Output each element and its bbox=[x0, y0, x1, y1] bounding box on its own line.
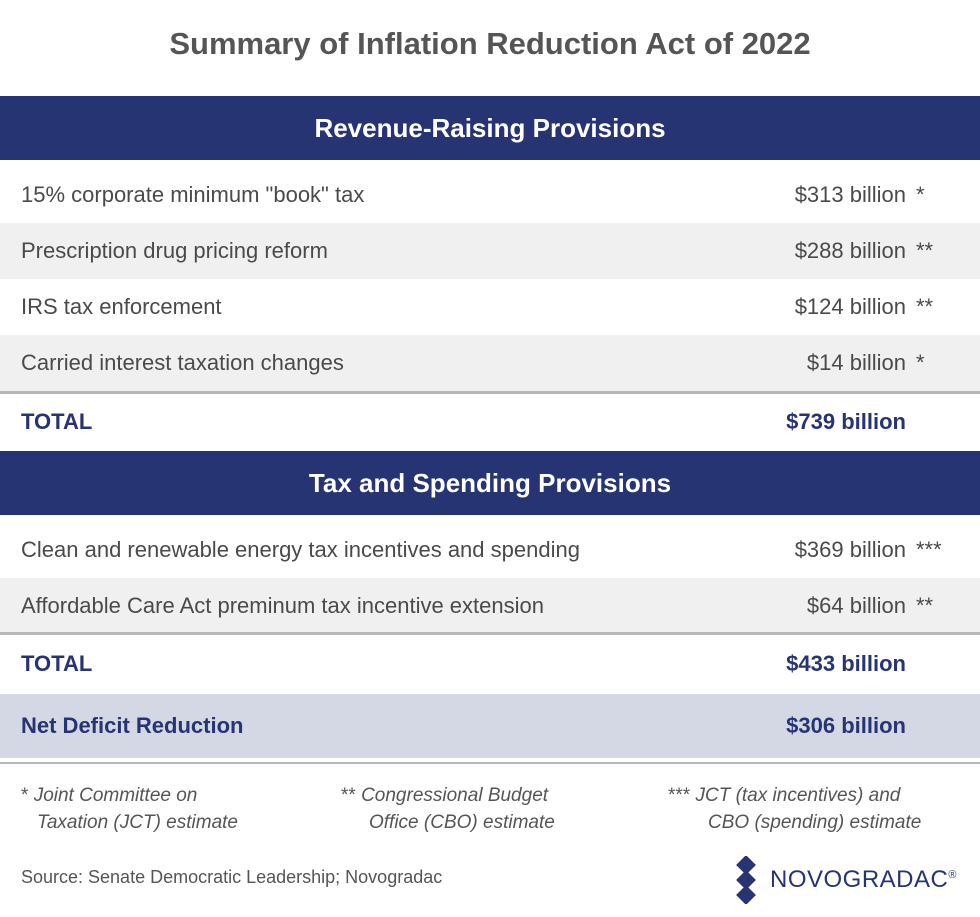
provision-label: 15% corporate minimum "book" tax bbox=[21, 182, 365, 207]
table-row: Carried interest taxation changes $14 bi… bbox=[0, 335, 980, 391]
spending-total-row: TOTAL $433 billion bbox=[0, 636, 980, 692]
footnote-text: Congressional Budget bbox=[361, 785, 549, 806]
table-row: Affordable Care Act preminum tax incenti… bbox=[0, 578, 980, 634]
provision-amount: $64 billion bbox=[806, 593, 906, 618]
net-amount: $306 billion bbox=[786, 713, 906, 738]
divider bbox=[0, 762, 980, 764]
provision-label: Affordable Care Act preminum tax incenti… bbox=[21, 593, 544, 618]
footnote-cbo: ** Congressional Budget Office (CBO) est… bbox=[341, 782, 621, 836]
table-row: 15% corporate minimum "book" tax $313 bi… bbox=[0, 167, 980, 223]
diamond-logo-icon bbox=[736, 856, 756, 904]
footnote-mark: ** bbox=[341, 785, 356, 806]
provision-label: Clean and renewable energy tax incentive… bbox=[21, 537, 580, 562]
footnote-mark: *** bbox=[668, 785, 691, 806]
footnote-jct-cbo: *** JCT (tax incentives) and CBO (spendi… bbox=[668, 782, 968, 836]
provision-label: Carried interest taxation changes bbox=[21, 350, 344, 375]
source-note: Source: Senate Democratic Leadership; No… bbox=[21, 867, 443, 887]
divider bbox=[0, 632, 980, 635]
total-amount: $739 billion bbox=[786, 409, 906, 434]
footnote-marker: *** bbox=[916, 537, 942, 562]
footnote-marker: * bbox=[916, 350, 925, 375]
footnote-text: JCT (tax incentives) and bbox=[695, 785, 901, 806]
provision-amount: $313 billion bbox=[794, 182, 906, 207]
novogradac-logo: NOVOGRADAC® bbox=[728, 856, 957, 904]
page-title: Summary of Inflation Reduction Act of 20… bbox=[169, 26, 811, 61]
provision-amount: $14 billion bbox=[806, 350, 906, 375]
footnote-jct: * Joint Committee on Taxation (JCT) esti… bbox=[21, 782, 311, 836]
provision-amount: $124 billion bbox=[794, 294, 906, 319]
footnote-mark: * bbox=[21, 785, 29, 806]
provision-amount: $288 billion bbox=[794, 238, 906, 263]
provision-label: IRS tax enforcement bbox=[21, 294, 222, 319]
footnote-text: Office (CBO) estimate bbox=[369, 812, 555, 833]
provision-label: Prescription drug pricing reform bbox=[21, 238, 328, 263]
footnote-marker: ** bbox=[916, 593, 934, 618]
total-label: TOTAL bbox=[21, 651, 93, 676]
footnote-text: Taxation (JCT) estimate bbox=[37, 812, 238, 833]
net-deficit-row: Net Deficit Reduction $306 billion bbox=[0, 694, 980, 758]
total-label: TOTAL bbox=[21, 409, 93, 434]
footnote-text: Joint Committee on bbox=[33, 785, 198, 806]
table-row: IRS tax enforcement $124 billion ** bbox=[0, 279, 980, 335]
total-amount: $433 billion bbox=[786, 651, 906, 676]
provision-amount: $369 billion bbox=[794, 537, 906, 562]
revenue-total-row: TOTAL $739 billion bbox=[0, 394, 980, 450]
table-row: Clean and renewable energy tax incentive… bbox=[0, 522, 980, 578]
footnote-marker: ** bbox=[916, 294, 934, 319]
divider bbox=[0, 391, 980, 394]
revenue-section-header: Revenue-Raising Provisions bbox=[0, 96, 980, 160]
footnote-marker: ** bbox=[916, 238, 934, 263]
net-label: Net Deficit Reduction bbox=[21, 713, 244, 738]
footnote-text: CBO (spending) estimate bbox=[708, 812, 922, 833]
logo-text: NOVOGRADAC bbox=[770, 866, 949, 893]
table-row: Prescription drug pricing reform $288 bi… bbox=[0, 223, 980, 279]
spending-section-header: Tax and Spending Provisions bbox=[0, 451, 980, 515]
footnote-marker: * bbox=[916, 182, 925, 207]
registered-mark: ® bbox=[948, 869, 957, 881]
